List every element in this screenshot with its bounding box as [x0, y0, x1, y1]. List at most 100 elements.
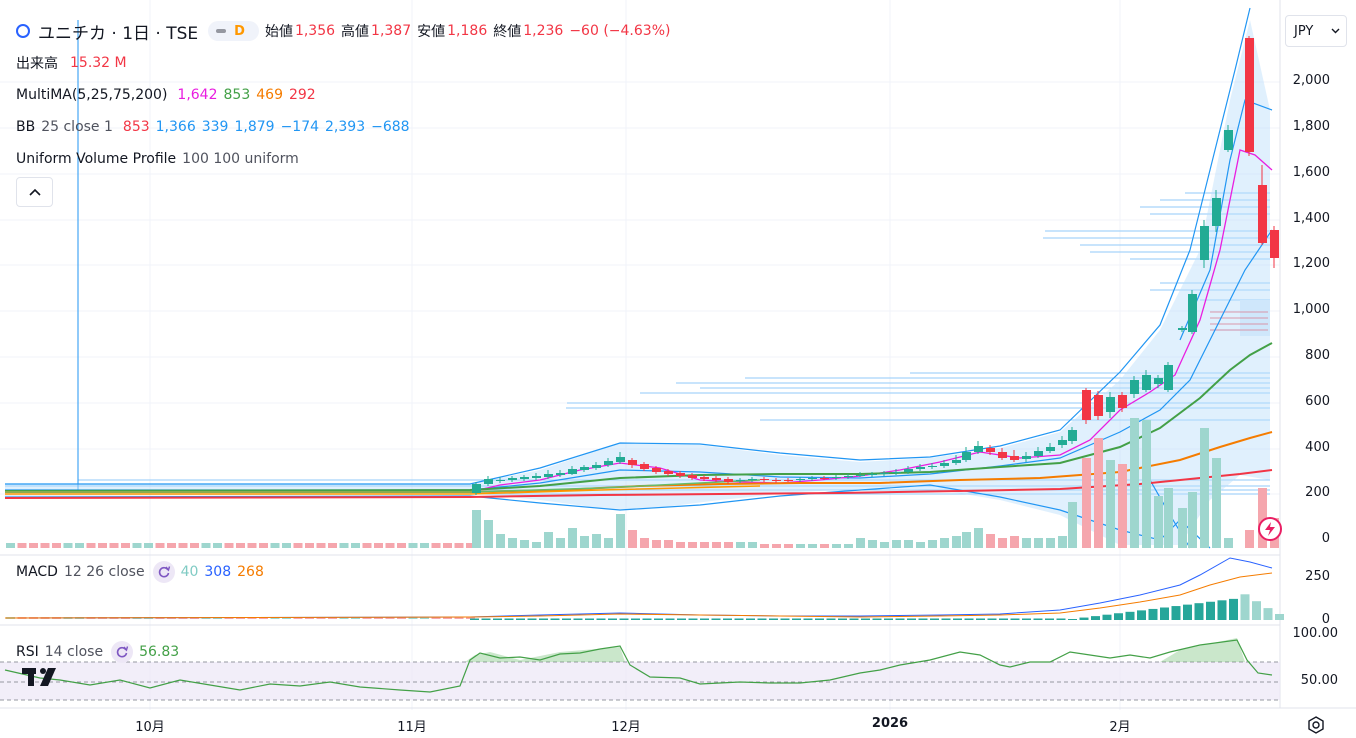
- volume-bar: [544, 532, 553, 548]
- price-axis-label: 0: [1321, 531, 1330, 546]
- macd-bar: [792, 618, 801, 620]
- macd-bar: [1240, 594, 1250, 620]
- volume-bar: [532, 542, 541, 548]
- candle: [1118, 395, 1127, 408]
- macd-bar: [769, 618, 778, 620]
- volume-bar: [700, 542, 709, 548]
- volume-bar: [592, 534, 601, 548]
- macd-bar: [1056, 618, 1066, 620]
- volume-bar: [1022, 538, 1031, 548]
- volume-bar: [1224, 538, 1233, 548]
- macd-histogram: [6, 594, 1284, 620]
- bb-value-7: −688: [371, 119, 410, 135]
- macd-bar: [1160, 607, 1169, 620]
- macd-bar: [941, 618, 951, 620]
- macd-bar: [987, 618, 997, 620]
- macd-bar: [316, 617, 326, 619]
- volume-bar: [796, 544, 805, 548]
- bb-value-3: 339: [201, 119, 229, 135]
- legend-rsi[interactable]: RSI 14 close 56.83: [16, 641, 185, 663]
- volume-bar: [928, 540, 937, 548]
- volume-bar: [247, 543, 257, 548]
- candle: [928, 466, 937, 467]
- candle: [820, 478, 829, 479]
- macd-bar: [408, 617, 418, 619]
- macd-bar: [665, 618, 675, 620]
- legend-macd[interactable]: MACD 12 26 close 40 308 268: [16, 561, 270, 583]
- macd-bar: [1263, 608, 1273, 620]
- macd-bar: [1183, 604, 1192, 620]
- macd-bar: [872, 618, 882, 620]
- volume-bar: [328, 543, 337, 548]
- legend-volume[interactable]: 出来高 15.32 M: [16, 53, 133, 73]
- volume-bar: [443, 543, 452, 548]
- volume-bar: [616, 514, 625, 548]
- macd-bar: [516, 618, 525, 620]
- macd-bar: [585, 618, 594, 620]
- volume-bar: [431, 543, 441, 548]
- vp-params: 100 100 uniform: [182, 151, 299, 167]
- volume-bar: [144, 543, 153, 548]
- bb-lower: [4, 484, 1211, 549]
- price-axis-label: 800: [1305, 348, 1330, 363]
- macd-bar: [562, 618, 571, 620]
- settings-gear-icon[interactable]: [1306, 715, 1326, 735]
- symbol-title[interactable]: ユニチカ · 1日 · TSE: [38, 23, 199, 44]
- volume-bar: [1082, 458, 1091, 548]
- candle: [784, 480, 793, 481]
- volume-bar: [1245, 530, 1254, 548]
- macd-bar: [976, 618, 985, 620]
- macd-bar: [504, 618, 514, 620]
- candle: [580, 467, 589, 470]
- volume-bar: [998, 538, 1007, 548]
- volume-bar: [484, 520, 493, 548]
- candle: [544, 474, 553, 477]
- candle: [916, 467, 925, 469]
- ohlc-close-value: 1,236: [523, 23, 564, 39]
- macd-bar: [596, 618, 606, 620]
- volume-bar: [109, 543, 119, 548]
- collapse-legend-button[interactable]: [16, 177, 53, 207]
- legend-header: ユニチカ · 1日 · TSE D 始値 1,356 高値 1,387 安値 1,18…: [16, 20, 676, 44]
- legend-volume-profile[interactable]: Uniform Volume Profile 100 100 uniform: [16, 149, 305, 169]
- macd-bar: [631, 618, 640, 620]
- legend-bb[interactable]: BB 25 close 1 853 1,366 339 1,879 −174 2…: [16, 117, 416, 137]
- candle: [676, 473, 685, 476]
- macd-axis-label: 250: [1305, 569, 1330, 584]
- volume-bar: [568, 528, 577, 548]
- volume-bar: [270, 543, 280, 548]
- macd-bar: [895, 618, 905, 620]
- candle: [604, 461, 613, 465]
- volume-bar: [1154, 496, 1163, 548]
- volume-bar: [63, 543, 73, 548]
- volume-bar: [1200, 428, 1209, 548]
- macd-params: 12 26 close: [63, 564, 145, 580]
- volume-bar: [772, 544, 781, 548]
- logo-icon: [16, 24, 30, 38]
- candle: [760, 479, 769, 480]
- refresh-icon[interactable]: [152, 561, 175, 583]
- ma75-value: 469: [256, 87, 283, 103]
- price-change: −60 (−4.63%): [569, 23, 671, 39]
- volume-bar: [556, 538, 565, 548]
- macd-bar: [688, 618, 698, 620]
- interval-badge[interactable]: D: [208, 21, 259, 41]
- currency-selector[interactable]: JPY: [1285, 15, 1347, 47]
- rsi-label: RSI: [16, 644, 39, 660]
- legend-multima[interactable]: MultiMA(5,25,75,200) 1,642 853 469 292: [16, 85, 322, 105]
- lightning-icon[interactable]: [1258, 517, 1282, 541]
- volume-bar: [736, 542, 745, 548]
- volume-bar: [98, 543, 107, 548]
- price-axis-label: 1,800: [1292, 119, 1330, 134]
- refresh-icon[interactable]: [111, 641, 134, 663]
- candle: [940, 463, 949, 466]
- macd-bar: [466, 617, 475, 619]
- candle: [892, 472, 901, 473]
- candle: [1200, 226, 1209, 260]
- bb-upper: [5, 7, 1251, 485]
- ma5-value: 1,642: [177, 87, 218, 103]
- candle: [844, 476, 853, 477]
- volume-bar: [1034, 538, 1043, 548]
- macd-bar: [420, 617, 429, 619]
